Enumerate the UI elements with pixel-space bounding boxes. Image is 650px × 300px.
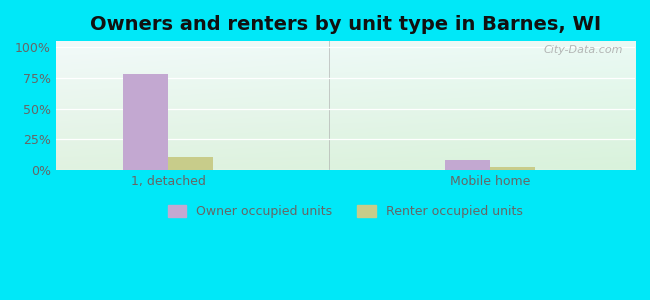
Bar (124, 74, 168, 170)
Text: City-Data.com: City-Data.com (544, 45, 623, 55)
Title: Owners and renters by unit type in Barnes, WI: Owners and renters by unit type in Barne… (90, 15, 601, 34)
Bar (445, 160, 490, 170)
Bar (168, 157, 213, 170)
Legend: Owner occupied units, Renter occupied units: Owner occupied units, Renter occupied un… (168, 205, 523, 218)
Bar (490, 167, 535, 170)
